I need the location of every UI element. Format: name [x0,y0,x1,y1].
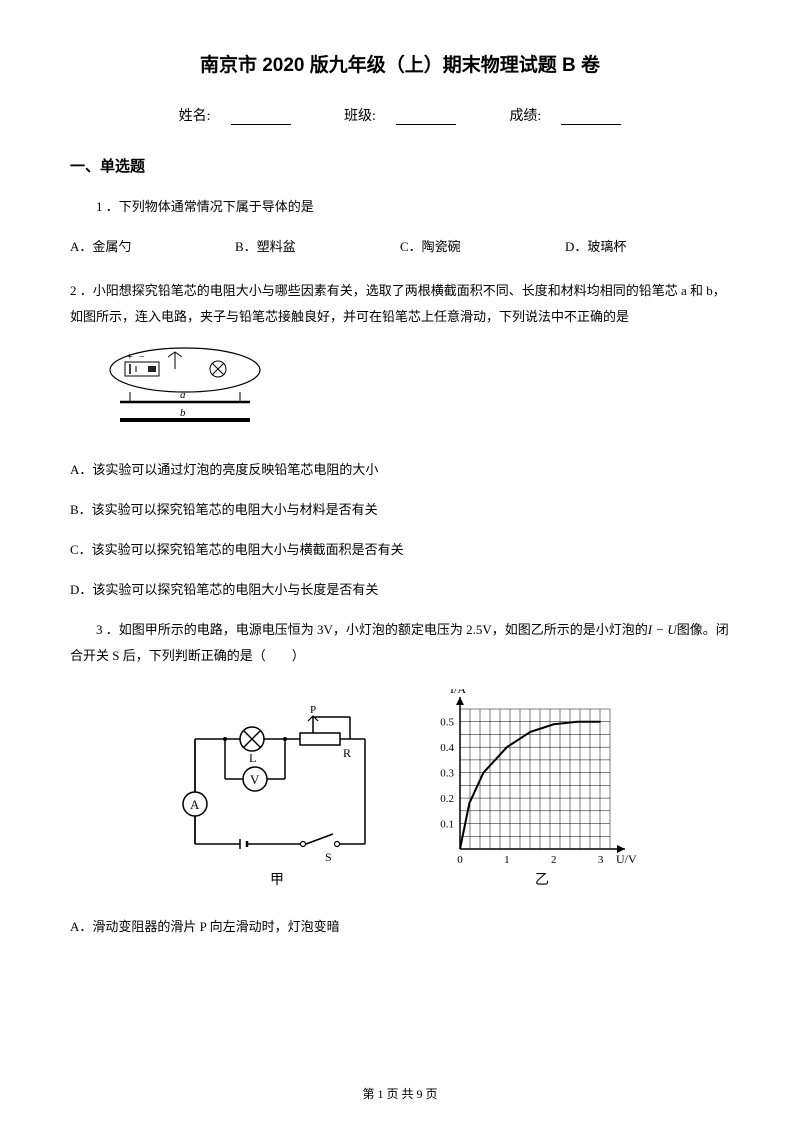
page-title: 南京市 2020 版九年级（上）期末物理试题 B 卷 [70,50,730,77]
svg-text:a: a [180,389,186,401]
svg-text:+: + [127,352,133,363]
q2-circuit-figure: + − a b [100,342,730,437]
q3-optA: A．滑动变阻器的滑片 P 向左滑动时，灯泡变暗 [70,914,730,940]
q2-optD: D．该实验可以探究铅笔芯的电阻大小与长度是否有关 [70,577,730,603]
q1-optB: B．塑料盆 [235,234,400,260]
q1-options: A．金属勺 B．塑料盆 C．陶瓷碗 D．玻璃杯 [70,234,730,260]
score-blank[interactable] [561,111,621,125]
graph-yi: 0.1 0.2 0.3 0.4 0.5 0 1 2 3 I/A U/V 乙 [425,689,645,889]
student-info-row: 姓名: 班级: 成绩: [70,105,730,125]
name-blank[interactable] [231,111,291,125]
svg-text:I/A: I/A [450,689,466,696]
svg-text:V: V [250,772,260,787]
q3-text: 3 ．如图甲所示的电路，电源电压恒为 3V，小灯泡的额定电压为 2.5V，如图乙… [70,617,730,669]
circuit-jia: L P R V A S 甲 [155,689,385,889]
q3-text-pre: 3 ．如图甲所示的电路，电源电压恒为 3V，小灯泡的额定电压为 2.5V，如图乙… [96,622,648,637]
iv-symbol: I − U [648,622,677,637]
svg-text:3: 3 [598,854,604,866]
q3-figures: L P R V A S 甲 0.10.20.30.40.50123I/ [70,689,730,889]
q2-optB: B．该实验可以探究铅笔芯的电阻大小与材料是否有关 [70,497,730,523]
class-blank[interactable] [396,111,456,125]
svg-text:U/V: U/V [616,852,637,866]
q2-optC: C．该实验可以探究铅笔芯的电阻大小与横截面积是否有关 [70,537,730,563]
svg-text:1: 1 [504,854,510,866]
svg-text:S: S [325,850,332,864]
svg-text:L: L [249,751,256,765]
svg-text:0.5: 0.5 [440,717,454,729]
svg-text:0.2: 0.2 [440,793,454,805]
svg-text:0.1: 0.1 [440,819,454,831]
q2-text: 2 ．小阳想探究铅笔芯的电阻大小与哪些因素有关，选取了两根横截面积不同、长度和材… [70,278,730,330]
q2-optA: A．该实验可以通过灯泡的亮度反映铅笔芯电阻的大小 [70,457,730,483]
svg-text:−: − [139,352,145,363]
section-title: 一、单选题 [70,155,730,176]
svg-text:甲: 甲 [270,873,284,888]
class-label: 班级: [344,109,376,124]
svg-text:0.4: 0.4 [440,742,454,754]
q1-optA: A．金属勺 [70,234,235,260]
svg-text:乙: 乙 [535,872,549,888]
name-label: 姓名: [179,109,211,124]
svg-text:R: R [343,746,351,760]
q1-text: 1 ．下列物体通常情况下属于导体的是 [70,194,730,220]
svg-text:0: 0 [457,854,463,866]
svg-text:P: P [310,704,316,716]
svg-text:2: 2 [551,854,557,866]
q1-optD: D．玻璃杯 [565,234,730,260]
score-label: 成绩: [509,109,541,124]
svg-text:A: A [190,797,200,812]
page-footer: 第 1 页 共 9 页 [0,1085,800,1102]
svg-text:0.3: 0.3 [440,768,454,780]
svg-text:b: b [180,407,186,419]
q1-optC: C．陶瓷碗 [400,234,565,260]
